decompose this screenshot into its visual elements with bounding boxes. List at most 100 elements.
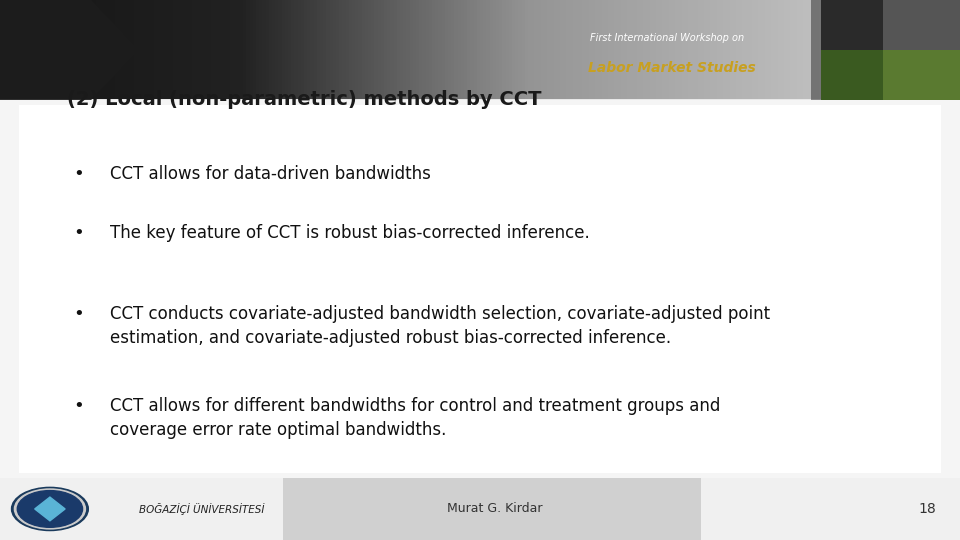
Bar	[742, 0, 746, 100]
Text: •: •	[73, 305, 84, 323]
Bar	[871, 0, 874, 100]
Bar	[99, 0, 103, 100]
Text: CCT allows for data-driven bandwidths: CCT allows for data-driven bandwidths	[110, 165, 431, 183]
Bar	[464, 0, 468, 100]
Bar	[525, 0, 528, 100]
Bar	[768, 0, 771, 100]
Bar	[336, 0, 339, 100]
Bar	[403, 0, 406, 100]
Bar	[272, 0, 276, 100]
Bar	[400, 0, 403, 100]
Bar	[324, 0, 326, 100]
Bar	[704, 0, 708, 100]
Bar	[439, 0, 442, 100]
Bar	[521, 0, 525, 100]
Bar	[694, 0, 698, 100]
Bar	[893, 0, 896, 100]
Bar	[22, 0, 26, 100]
Bar	[640, 0, 643, 100]
Bar	[51, 0, 55, 100]
Bar	[477, 0, 480, 100]
Bar	[518, 0, 521, 100]
Bar	[230, 0, 233, 100]
Text: First International Workshop on: First International Workshop on	[590, 33, 745, 43]
Bar	[276, 0, 278, 100]
Bar	[544, 0, 547, 100]
Bar	[780, 0, 784, 100]
Bar	[160, 0, 163, 100]
Bar	[496, 0, 499, 100]
Bar	[905, 0, 909, 100]
Bar	[662, 0, 665, 100]
Bar	[0, 99, 960, 102]
Bar	[509, 0, 512, 100]
Bar	[36, 0, 38, 100]
Bar	[448, 0, 451, 100]
Bar	[900, 0, 902, 100]
Bar	[723, 0, 727, 100]
Bar	[804, 0, 806, 100]
Bar	[425, 0, 429, 100]
Bar	[701, 0, 704, 100]
Text: 18: 18	[919, 502, 936, 516]
Bar	[451, 0, 454, 100]
Bar	[381, 0, 384, 100]
Bar	[362, 0, 365, 100]
Bar	[291, 0, 295, 100]
Bar	[278, 0, 281, 100]
Bar	[163, 0, 166, 100]
Bar	[26, 0, 29, 100]
Bar	[794, 0, 797, 100]
Bar	[787, 0, 790, 100]
Bar	[314, 0, 317, 100]
Bar	[883, 0, 886, 100]
Bar	[928, 0, 931, 100]
Bar	[202, 0, 204, 100]
Bar	[122, 0, 125, 100]
Circle shape	[17, 490, 83, 527]
Bar	[819, 0, 823, 100]
Bar	[778, 0, 780, 100]
Bar	[343, 0, 346, 100]
Bar	[557, 0, 560, 100]
Bar	[883, 45, 960, 100]
Bar	[70, 0, 74, 100]
Bar	[154, 0, 156, 100]
Bar	[821, 45, 888, 100]
Bar	[304, 0, 307, 100]
Bar	[828, 0, 832, 100]
Bar	[934, 0, 938, 100]
Text: BOĞAZİÇİ ÜNİVERSİTESİ: BOĞAZİÇİ ÜNİVERSİTESİ	[139, 503, 265, 515]
Bar	[106, 0, 108, 100]
Bar	[736, 0, 739, 100]
Bar	[547, 0, 550, 100]
Bar	[752, 0, 756, 100]
Bar	[329, 0, 333, 100]
Bar	[492, 0, 496, 100]
Bar	[96, 0, 99, 100]
Bar	[173, 0, 176, 100]
Bar	[256, 0, 259, 100]
Bar	[564, 0, 566, 100]
Bar	[614, 0, 617, 100]
Bar	[38, 0, 41, 100]
Bar	[634, 0, 636, 100]
Bar	[646, 0, 650, 100]
Bar	[823, 0, 826, 100]
Bar	[470, 0, 473, 100]
Bar	[151, 0, 154, 100]
Bar	[84, 0, 86, 100]
Bar	[806, 0, 809, 100]
Bar	[608, 0, 612, 100]
Bar	[835, 0, 838, 100]
Bar	[595, 0, 598, 100]
Bar	[384, 0, 387, 100]
Bar	[713, 0, 717, 100]
Bar	[617, 0, 621, 100]
Bar	[605, 0, 608, 100]
Bar	[909, 0, 912, 100]
Bar	[132, 0, 134, 100]
Bar	[444, 0, 448, 100]
Bar	[669, 0, 672, 100]
Bar	[845, 0, 848, 100]
